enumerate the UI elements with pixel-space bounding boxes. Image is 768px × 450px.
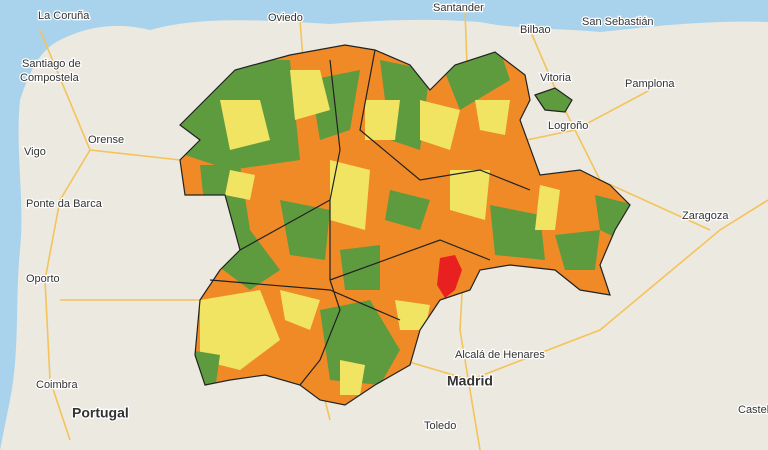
place-label: Pamplona <box>625 78 675 90</box>
place-label: Zaragoza <box>682 210 729 222</box>
place-label: Alcalá de Henares <box>455 349 545 361</box>
region-border <box>179 44 631 406</box>
place-label: Portugal <box>72 405 129 421</box>
place-label: Coimbra <box>36 379 78 391</box>
place-label: Madrid <box>447 373 493 389</box>
place-label: Oporto <box>26 273 60 285</box>
place-label: Vigo <box>24 146 46 158</box>
place-label: Vitoria <box>540 72 572 84</box>
place-label: Castel <box>738 404 768 416</box>
place-label: Ponte da Barca <box>26 198 103 210</box>
place-label: Oviedo <box>268 12 303 24</box>
place-label: Orense <box>88 134 124 146</box>
place-label: Santander <box>433 2 484 14</box>
place-label: San Sebastián <box>582 16 654 28</box>
place-label: Toledo <box>424 420 456 432</box>
enclave <box>534 87 573 113</box>
province-borders <box>209 49 531 386</box>
place-label: Bilbao <box>520 24 551 36</box>
place-label: Logroño <box>548 120 588 132</box>
place-label: Santiago de <box>22 58 81 70</box>
place-label: Compostela <box>20 72 80 84</box>
place-label: La Coruña <box>38 10 90 22</box>
